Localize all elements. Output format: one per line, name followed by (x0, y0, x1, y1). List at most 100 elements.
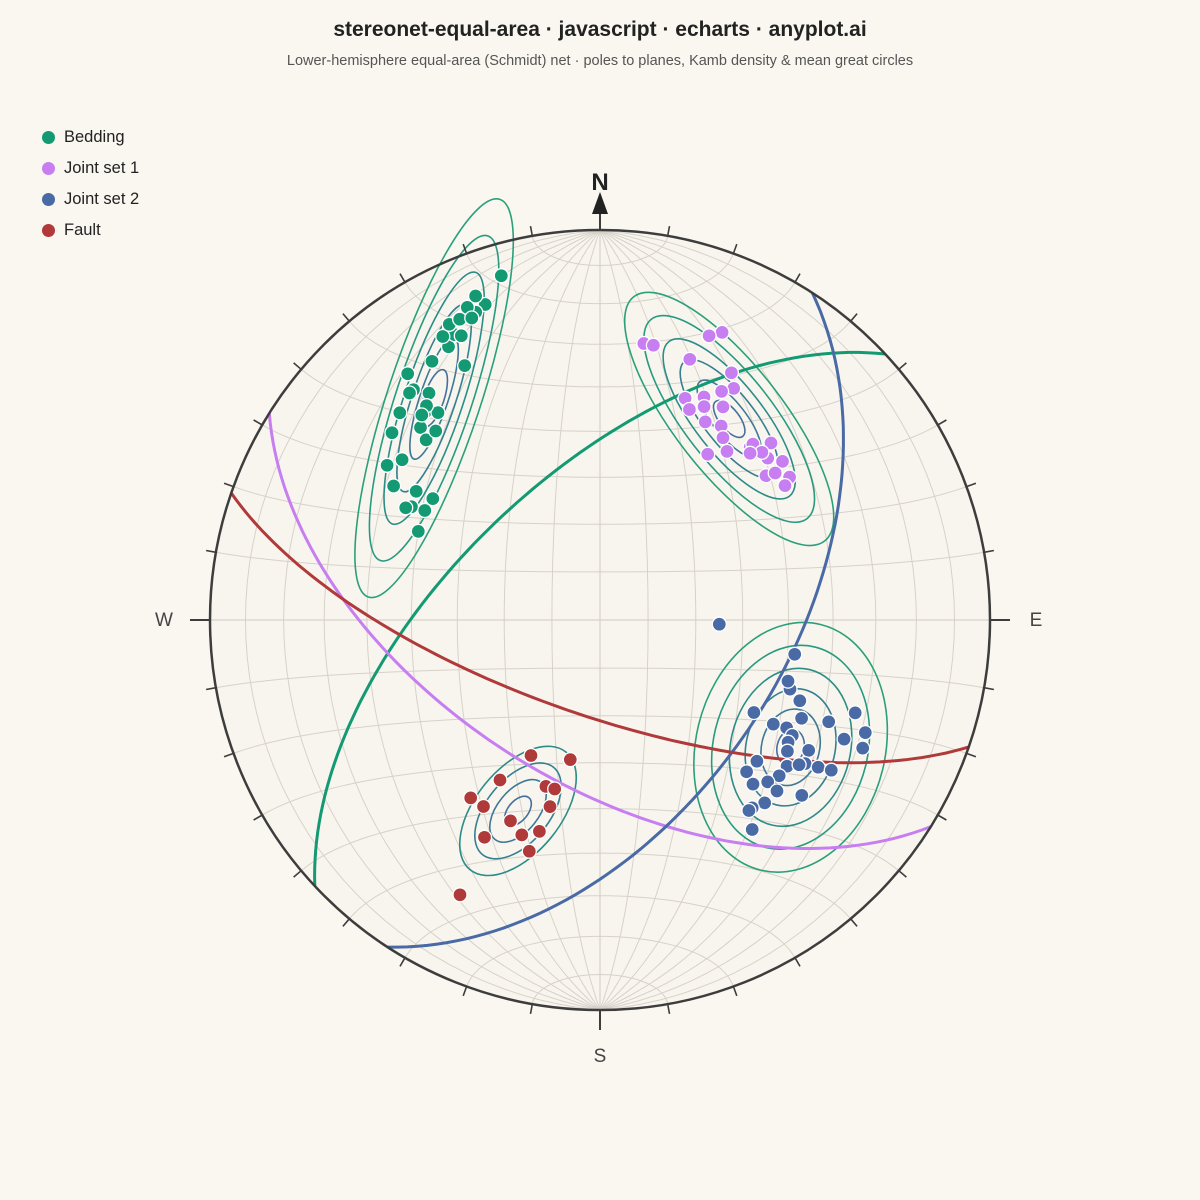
pole-point[interactable] (774, 453, 791, 470)
pole-point[interactable] (453, 328, 469, 344)
pole-point[interactable] (779, 743, 796, 759)
mean-great-circle-bedding (313, 350, 886, 887)
pole-point[interactable] (400, 366, 416, 382)
pole-point[interactable] (801, 742, 817, 759)
pole-point[interactable] (398, 500, 414, 516)
azimuth-tick (983, 549, 995, 554)
azimuth-tick (342, 918, 350, 927)
pole-point[interactable] (745, 776, 761, 792)
pole-point[interactable] (463, 790, 479, 806)
pole-point[interactable] (777, 477, 793, 494)
azimuth-tick (205, 686, 217, 691)
pole-point[interactable] (765, 716, 781, 732)
pole-point[interactable] (428, 423, 444, 439)
pole-point[interactable] (749, 753, 765, 769)
pole-point[interactable] (475, 798, 492, 815)
pole-point[interactable] (502, 813, 519, 829)
pole-point[interactable] (547, 781, 563, 797)
legend-item-bedding[interactable]: Bedding (42, 122, 139, 153)
pole-point[interactable] (821, 714, 837, 730)
pole-point[interactable] (379, 457, 395, 473)
pole-point[interactable] (792, 693, 808, 709)
pole-point[interactable] (810, 759, 826, 775)
pole-point[interactable] (767, 465, 783, 481)
legend-marker-icon (42, 131, 55, 144)
pole-point[interactable] (542, 798, 558, 815)
pole-point[interactable] (738, 764, 755, 780)
pole-point[interactable] (744, 821, 760, 838)
pole-point[interactable] (746, 704, 762, 721)
pole-point[interactable] (514, 827, 530, 843)
density-contour (643, 314, 816, 524)
mean-great-circles (229, 292, 970, 949)
pole-point[interactable] (531, 823, 548, 840)
pole-point[interactable] (401, 385, 418, 401)
pole-point[interactable] (715, 399, 731, 415)
pole-point[interactable] (414, 407, 430, 423)
pole-point[interactable] (769, 783, 785, 799)
mean-great-circle-joint-set-2 (387, 292, 845, 949)
pole-point[interactable] (714, 324, 730, 341)
pole-point[interactable] (681, 401, 698, 418)
azimuth-tick (223, 482, 234, 488)
pole-point[interactable] (823, 762, 839, 778)
pole-point[interactable] (793, 710, 810, 726)
pole-point[interactable] (791, 757, 807, 773)
pole-point[interactable] (855, 740, 871, 756)
stereonet-grid (210, 229, 990, 1011)
legend-item-joint-set-1[interactable]: Joint set 1 (42, 153, 139, 184)
pole-point[interactable] (410, 523, 426, 540)
pole-point[interactable] (435, 328, 451, 345)
pole-point[interactable] (700, 446, 716, 462)
pole-point[interactable] (713, 383, 730, 400)
pole-point[interactable] (719, 443, 735, 460)
pole-point[interactable] (492, 772, 508, 788)
pole-point[interactable] (493, 268, 509, 284)
pole-point[interactable] (701, 328, 717, 344)
pole-point[interactable] (857, 724, 873, 741)
pole-point[interactable] (408, 483, 424, 499)
pole-point[interactable] (457, 357, 473, 374)
pole-point[interactable] (523, 747, 539, 764)
pole-point[interactable] (847, 705, 863, 721)
legend-label: Joint set 2 (64, 190, 140, 208)
pole-point[interactable] (521, 843, 537, 859)
pole-point[interactable] (697, 414, 713, 430)
pole-point[interactable] (394, 452, 410, 468)
pole-point[interactable] (452, 887, 468, 903)
pole-point[interactable] (742, 445, 758, 461)
pole-point[interactable] (763, 435, 779, 451)
pole-point[interactable] (562, 751, 578, 768)
legend-item-fault[interactable]: Fault (42, 215, 139, 246)
pole-point[interactable] (741, 802, 757, 819)
pole-point[interactable] (836, 731, 852, 747)
pole-point[interactable] (464, 310, 480, 326)
pole-point[interactable] (794, 787, 810, 804)
pole-point[interactable] (787, 646, 803, 662)
pole-point[interactable] (723, 365, 740, 381)
density-contour (458, 745, 578, 877)
pole-point[interactable] (476, 829, 493, 845)
pole-point[interactable] (385, 478, 402, 494)
pole-point[interactable] (467, 288, 484, 304)
azimuth-tick (529, 225, 534, 237)
pole-point[interactable] (760, 774, 776, 790)
pole-point[interactable] (392, 405, 408, 421)
azimuth-tick (399, 957, 406, 967)
pole-point[interactable] (384, 425, 400, 441)
pole-point[interactable] (424, 353, 440, 369)
pole-point[interactable] (696, 398, 712, 415)
pole-point[interactable] (425, 490, 441, 507)
pole-point[interactable] (715, 430, 731, 446)
legend-item-joint-set-2[interactable]: Joint set 2 (42, 184, 139, 215)
pole-point[interactable] (418, 432, 434, 448)
pole-point[interactable] (417, 502, 433, 519)
north-arrow-icon (592, 192, 608, 214)
pole-point[interactable] (711, 616, 727, 632)
pole-point[interactable] (780, 673, 796, 689)
pole-point[interactable] (421, 385, 437, 401)
pole-point[interactable] (430, 404, 446, 421)
azimuth-tick (666, 225, 671, 237)
pole-point[interactable] (682, 351, 698, 367)
pole-point[interactable] (645, 337, 662, 353)
